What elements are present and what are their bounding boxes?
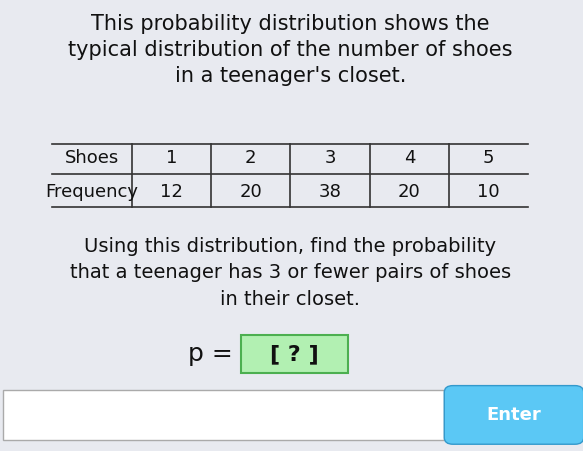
Text: 38: 38 bbox=[319, 183, 342, 201]
Text: 5: 5 bbox=[483, 149, 494, 167]
Text: Frequency: Frequency bbox=[45, 183, 138, 201]
Text: 20: 20 bbox=[398, 183, 421, 201]
Text: This probability distribution shows the
typical distribution of the number of sh: This probability distribution shows the … bbox=[68, 14, 512, 86]
Text: 10: 10 bbox=[477, 183, 500, 201]
Text: 12: 12 bbox=[160, 183, 182, 201]
Text: 4: 4 bbox=[403, 149, 415, 167]
Text: 1: 1 bbox=[166, 149, 177, 167]
Text: Enter: Enter bbox=[487, 406, 542, 424]
Text: 3: 3 bbox=[324, 149, 336, 167]
Text: 2: 2 bbox=[245, 149, 257, 167]
Text: Shoes: Shoes bbox=[65, 149, 119, 167]
Text: [ ? ]: [ ? ] bbox=[271, 344, 319, 364]
Text: Using this distribution, find the probability
that a teenager has 3 or fewer pai: Using this distribution, find the probab… bbox=[70, 237, 511, 309]
Text: p =: p = bbox=[188, 342, 241, 366]
Text: 20: 20 bbox=[239, 183, 262, 201]
FancyBboxPatch shape bbox=[241, 335, 349, 373]
FancyBboxPatch shape bbox=[3, 390, 444, 440]
FancyBboxPatch shape bbox=[444, 386, 583, 444]
